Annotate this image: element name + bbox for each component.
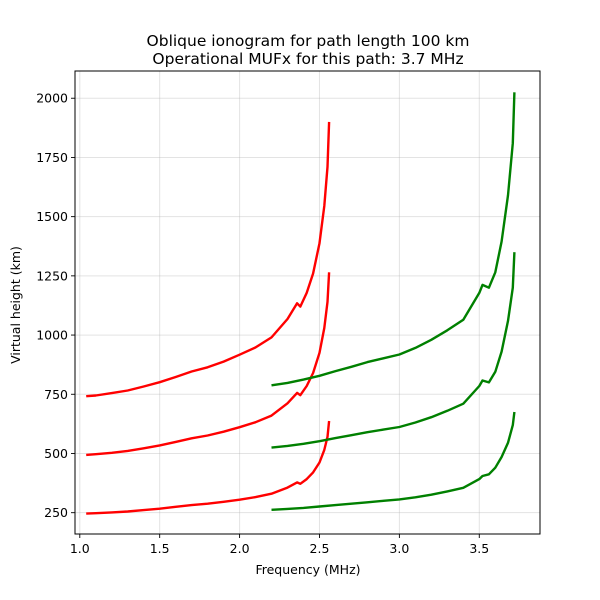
y-tick-label: 1250 (36, 268, 68, 283)
x-tick-label: 2.5 (310, 541, 330, 556)
series-line-5 (271, 252, 516, 449)
x-tick-label: 2.0 (230, 541, 250, 556)
y-tick-label: 1750 (36, 150, 68, 165)
series-line-1 (86, 420, 331, 515)
y-tick-label: 250 (44, 505, 68, 520)
y-tick-label: 500 (44, 446, 68, 461)
y-tick-label: 750 (44, 387, 68, 402)
axis-ticks: 1.0 1.5 2.0 2.5 3.0 3.5 250 500 750 1000 1250 1500 1… (36, 91, 489, 556)
series-line-6 (271, 92, 516, 387)
series-line-3 (86, 121, 331, 398)
series-line-2 (86, 272, 331, 457)
x-tick-label: 1.0 (70, 541, 90, 556)
plot-frame (74, 70, 541, 535)
x-axis-label: Frequency (MHz) (255, 562, 360, 577)
chart-title-line-1: Oblique ionogram for path length 100 km (147, 32, 470, 50)
x-tick-label: 3.5 (469, 541, 489, 556)
series-line-4 (271, 411, 516, 511)
y-tick-label: 2000 (36, 91, 68, 106)
y-axis-label: Virtual height (km) (8, 246, 23, 364)
x-tick-label: 3.0 (389, 541, 409, 556)
y-tick-label: 1000 (36, 328, 68, 343)
y-tick-label: 1500 (36, 209, 68, 224)
series-group (86, 92, 516, 515)
chart-title-line-2: Operational MUFx for this path: 3.7 MHz (152, 50, 463, 68)
grid (75, 71, 540, 534)
x-tick-label: 1.5 (150, 541, 170, 556)
